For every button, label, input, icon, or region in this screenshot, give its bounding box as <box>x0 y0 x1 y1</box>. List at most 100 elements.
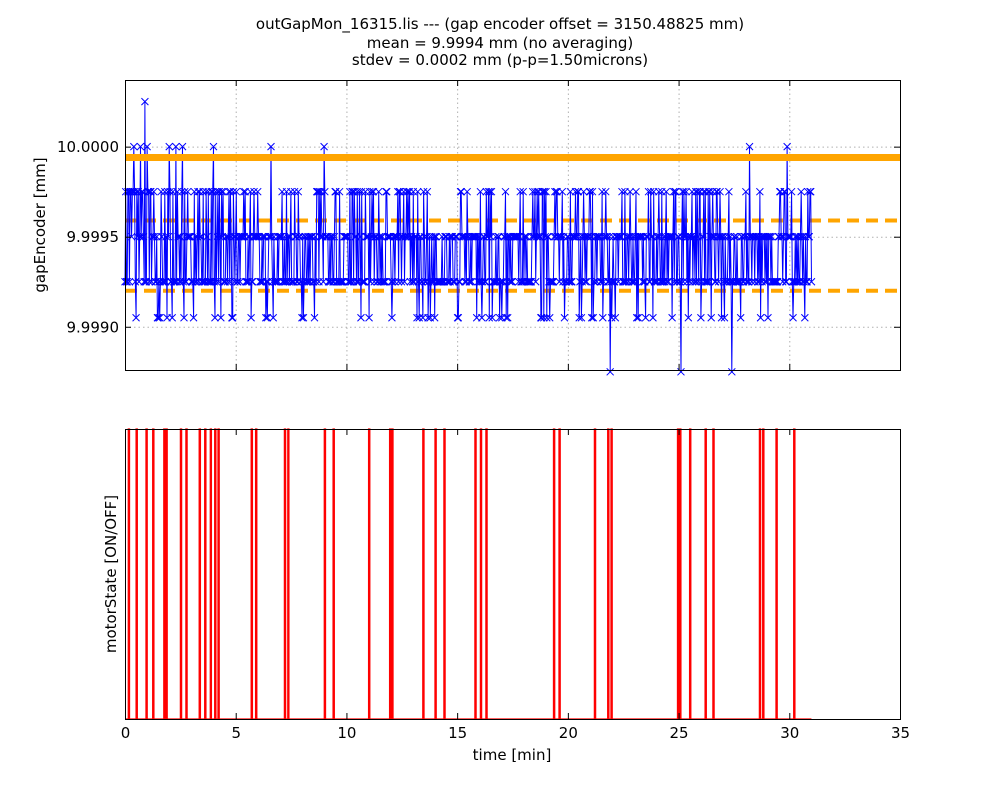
data-point <box>281 277 290 286</box>
data-point <box>176 232 185 241</box>
data-point <box>565 277 574 286</box>
x-tick-label-0: 0 <box>121 724 131 742</box>
data-point <box>127 232 136 241</box>
data-point <box>379 277 387 286</box>
data-point <box>186 232 194 241</box>
data-point <box>305 232 314 241</box>
data-point <box>430 232 438 241</box>
data-point <box>737 232 746 241</box>
data-point <box>197 277 206 286</box>
gap-encoder-ticks: 9.9990 9.9995 10.0000 <box>57 80 901 370</box>
data-point <box>702 277 711 286</box>
data-point <box>125 277 134 286</box>
data-point <box>717 313 726 322</box>
data-point <box>471 232 480 241</box>
data-point <box>671 187 680 196</box>
data-point <box>628 277 637 286</box>
data-point <box>766 232 775 241</box>
data-point <box>389 232 398 241</box>
data-point <box>303 277 311 286</box>
data-point <box>688 277 697 286</box>
data-point <box>638 277 647 286</box>
data-point <box>388 277 397 286</box>
data-point <box>127 187 135 196</box>
data-point <box>783 142 792 151</box>
data-point <box>476 187 485 196</box>
data-point <box>436 277 445 286</box>
data-point <box>756 313 765 322</box>
data-point <box>492 232 500 241</box>
data-point <box>427 277 435 286</box>
data-point <box>246 187 255 196</box>
data-point <box>581 277 589 286</box>
data-point <box>391 277 399 286</box>
data-point <box>560 313 569 322</box>
data-point <box>295 232 303 241</box>
data-point <box>236 232 245 241</box>
data-point <box>256 277 265 286</box>
data-point <box>146 187 155 196</box>
data-point <box>514 232 522 241</box>
data-point <box>626 187 634 196</box>
data-point <box>236 277 244 286</box>
data-point <box>193 232 202 241</box>
data-point <box>713 187 721 196</box>
data-point <box>610 277 619 286</box>
data-point <box>342 232 351 241</box>
data-point <box>368 187 376 196</box>
data-point <box>657 277 665 286</box>
data-point <box>654 187 663 196</box>
x-tick-label-3: 15 <box>448 724 467 742</box>
data-point <box>531 187 539 196</box>
data-point <box>223 277 232 286</box>
data-point <box>320 142 328 151</box>
data-point <box>396 187 404 196</box>
gap-encoder-series <box>121 97 900 376</box>
data-point <box>498 277 507 286</box>
data-point <box>377 232 385 241</box>
data-point <box>375 232 384 241</box>
data-point <box>178 142 187 151</box>
data-point <box>266 232 275 241</box>
data-point <box>144 187 152 196</box>
data-point <box>513 232 522 241</box>
data-point <box>778 232 786 241</box>
data-point <box>414 277 423 286</box>
data-point <box>418 277 427 286</box>
data-point <box>206 277 215 286</box>
data-point <box>792 277 800 286</box>
data-point <box>532 232 541 241</box>
data-point <box>294 187 303 196</box>
gap-encoder-markers <box>121 97 816 376</box>
data-point <box>160 277 168 286</box>
data-point <box>671 187 679 196</box>
data-point <box>454 313 463 322</box>
data-point <box>251 232 260 241</box>
x-tick-label-7: 35 <box>891 724 910 742</box>
data-point <box>664 277 673 286</box>
data-point <box>806 187 815 196</box>
data-point <box>666 232 674 241</box>
data-point <box>239 187 248 196</box>
data-point <box>133 232 142 241</box>
data-point <box>537 313 545 322</box>
data-point <box>320 187 329 196</box>
data-point <box>175 277 184 286</box>
data-point <box>473 232 482 241</box>
data-point <box>149 232 157 241</box>
data-point <box>496 277 505 286</box>
data-point <box>326 277 335 286</box>
data-point <box>338 277 347 286</box>
data-point <box>771 277 780 286</box>
data-point <box>256 277 264 286</box>
data-point <box>317 187 325 196</box>
data-point <box>139 232 148 241</box>
data-point <box>252 232 261 241</box>
data-point <box>162 232 171 241</box>
data-point <box>247 313 255 322</box>
data-point <box>678 187 687 196</box>
motor-state-ylabel: motorState [ON/OFF] <box>102 495 120 653</box>
data-point <box>456 187 465 196</box>
data-point <box>687 232 696 241</box>
data-point <box>359 277 368 286</box>
